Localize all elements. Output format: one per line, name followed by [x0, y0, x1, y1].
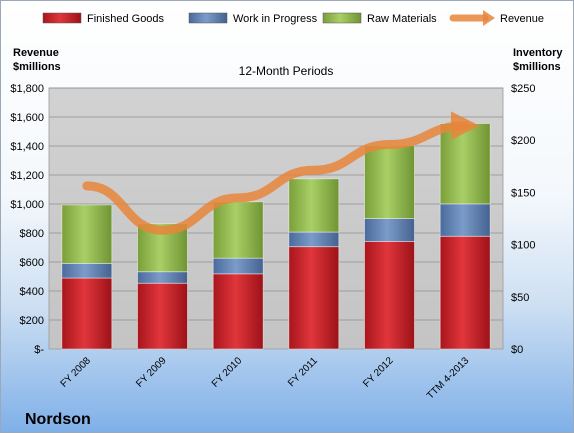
x-tick-label: FY 2010 [210, 355, 245, 390]
left-tick-label: $200 [20, 315, 44, 327]
x-axis-ticks: FY 2008 FY 2009 FY 2010 FY 2011 FY 2012 TTM 4… [59, 355, 472, 402]
right-tick-label: $50 [511, 292, 529, 304]
left-tick-label: $1,600 [10, 112, 44, 124]
legend-label: Revenue [500, 13, 544, 25]
left-tick-label: $800 [20, 228, 44, 240]
left-tick-label: $1,800 [10, 83, 44, 95]
bar-raw-materials [212, 201, 264, 259]
x-tick-label: FY 2012 [361, 355, 396, 390]
company-name: Nordson [25, 411, 91, 428]
legend-label: Finished Goods [87, 13, 165, 25]
bar-work-in-progress [212, 257, 264, 275]
bar-finished-goods [364, 241, 415, 350]
legend-swatch [188, 12, 228, 24]
right-axis-label-line2: $millions [513, 61, 561, 73]
x-tick-label: FY 2008 [59, 355, 94, 390]
legend-swatch [322, 12, 362, 24]
bar-finished-goods [137, 282, 188, 350]
right-axis-label-line1: Inventory [513, 47, 563, 59]
legend-label: Work in Progress [233, 13, 318, 25]
right-tick-label: $200 [511, 135, 535, 147]
x-tick-label: FY 2011 [286, 355, 320, 389]
left-tick-label: $1,200 [10, 170, 44, 182]
revenue-series [82, 111, 480, 235]
legend-swatch [42, 12, 82, 24]
bar-finished-goods [288, 246, 340, 350]
left-tick-label: $1,000 [10, 199, 44, 211]
left-tick-label: $1,400 [10, 141, 44, 153]
left-tick-label: $400 [20, 286, 44, 298]
bar-finished-goods [212, 273, 264, 350]
left-axis-label-line2: $millions [13, 61, 61, 73]
left-axis-ticks: $- $200 $400 $600 $800 $1,000 $1,200 $1,400 $1,6… [10, 83, 44, 356]
x-tick-label: TTM 4-2013 [425, 355, 472, 402]
x-tick-label: FY 2009 [134, 355, 169, 390]
legend-label: Raw Materials [367, 13, 437, 25]
left-axis-label-line1: Revenue [13, 47, 59, 59]
left-tick-label: $- [34, 344, 44, 356]
bar-raw-materials [364, 145, 415, 219]
right-tick-label: $100 [511, 240, 535, 252]
gridlines [49, 87, 503, 321]
right-tick-label: $150 [511, 187, 535, 199]
revenue-line [82, 111, 480, 235]
bar-raw-materials [439, 123, 491, 205]
chart-legend: Finished Goods Work in Progress Raw Materi… [42, 10, 544, 26]
bar-work-in-progress [288, 231, 340, 248]
bar-finished-goods [61, 277, 113, 350]
bar-work-in-progress [439, 203, 491, 237]
bar-raw-materials [288, 178, 340, 233]
right-axis-ticks: $0 $50 $100 $150 $200 $250 [511, 83, 535, 356]
chart-title: 12-Month Periods [239, 64, 334, 78]
bar-work-in-progress [364, 218, 415, 242]
bar-work-in-progress [137, 271, 188, 284]
right-tick-label: $0 [511, 344, 523, 356]
bar-raw-materials [61, 204, 113, 264]
bar-finished-goods [439, 235, 491, 350]
left-tick-label: $600 [20, 257, 44, 269]
legend-arrow-icon [483, 10, 495, 26]
bar-series [61, 123, 491, 350]
bar-work-in-progress [61, 262, 113, 279]
right-tick-label: $250 [511, 83, 535, 95]
